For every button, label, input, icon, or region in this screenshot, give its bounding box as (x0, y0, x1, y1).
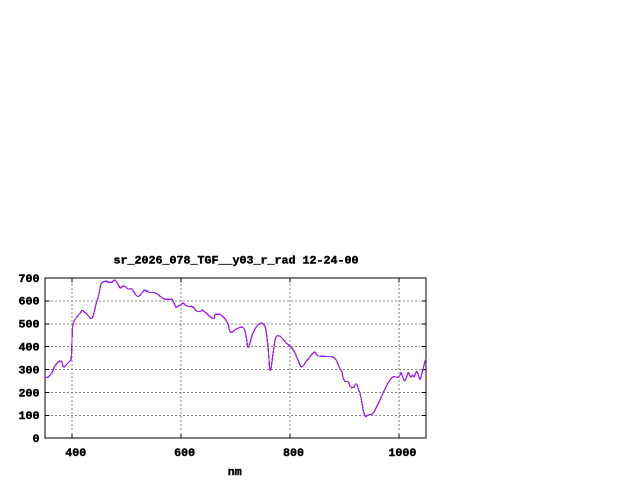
svg-text:0: 0 (33, 434, 40, 446)
svg-text:300: 300 (19, 365, 40, 377)
svg-text:700: 700 (19, 274, 40, 286)
svg-text:sr_2026_078_TGF__y03_r_rad 12-: sr_2026_078_TGF__y03_r_rad 12-24-00 (114, 256, 359, 268)
svg-text:400: 400 (65, 448, 86, 460)
svg-text:200: 200 (19, 388, 40, 400)
svg-text:600: 600 (174, 448, 195, 460)
svg-text:100: 100 (19, 411, 40, 423)
svg-text:1000: 1000 (388, 448, 416, 460)
svg-text:500: 500 (19, 320, 40, 332)
svg-text:400: 400 (19, 343, 40, 355)
svg-text:600: 600 (19, 297, 40, 309)
svg-text:800: 800 (283, 448, 304, 460)
svg-text:nm: nm (228, 467, 242, 479)
